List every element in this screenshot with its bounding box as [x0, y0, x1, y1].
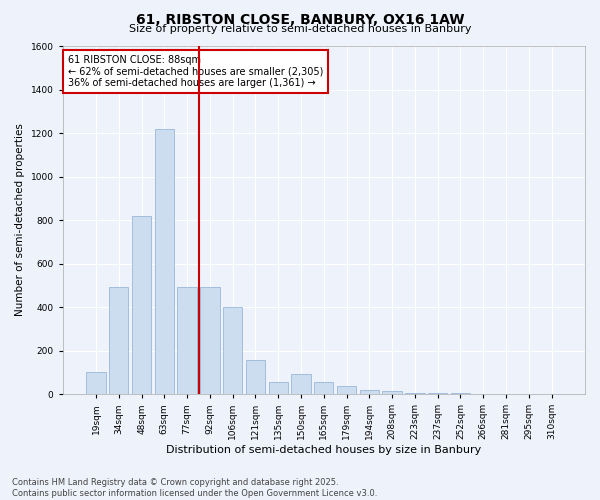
Bar — [155, 128, 174, 394]
Bar — [132, 216, 151, 394]
Bar — [246, 360, 265, 394]
Bar — [292, 374, 311, 394]
Bar — [359, 390, 379, 394]
Text: Size of property relative to semi-detached houses in Banbury: Size of property relative to semi-detach… — [129, 24, 471, 34]
Bar — [269, 382, 288, 394]
Bar — [109, 288, 128, 394]
Y-axis label: Number of semi-detached properties: Number of semi-detached properties — [15, 124, 25, 316]
Bar — [314, 382, 334, 394]
Bar — [223, 307, 242, 394]
Bar — [428, 393, 448, 394]
Text: 61 RIBSTON CLOSE: 88sqm
← 62% of semi-detached houses are smaller (2,305)
36% of: 61 RIBSTON CLOSE: 88sqm ← 62% of semi-de… — [68, 54, 323, 88]
X-axis label: Distribution of semi-detached houses by size in Banbury: Distribution of semi-detached houses by … — [166, 445, 481, 455]
Bar — [200, 288, 220, 394]
Bar — [382, 391, 402, 394]
Text: Contains HM Land Registry data © Crown copyright and database right 2025.
Contai: Contains HM Land Registry data © Crown c… — [12, 478, 377, 498]
Bar — [337, 386, 356, 394]
Bar — [86, 372, 106, 394]
Bar — [405, 393, 425, 394]
Bar — [178, 288, 197, 394]
Text: 61, RIBSTON CLOSE, BANBURY, OX16 1AW: 61, RIBSTON CLOSE, BANBURY, OX16 1AW — [136, 12, 464, 26]
